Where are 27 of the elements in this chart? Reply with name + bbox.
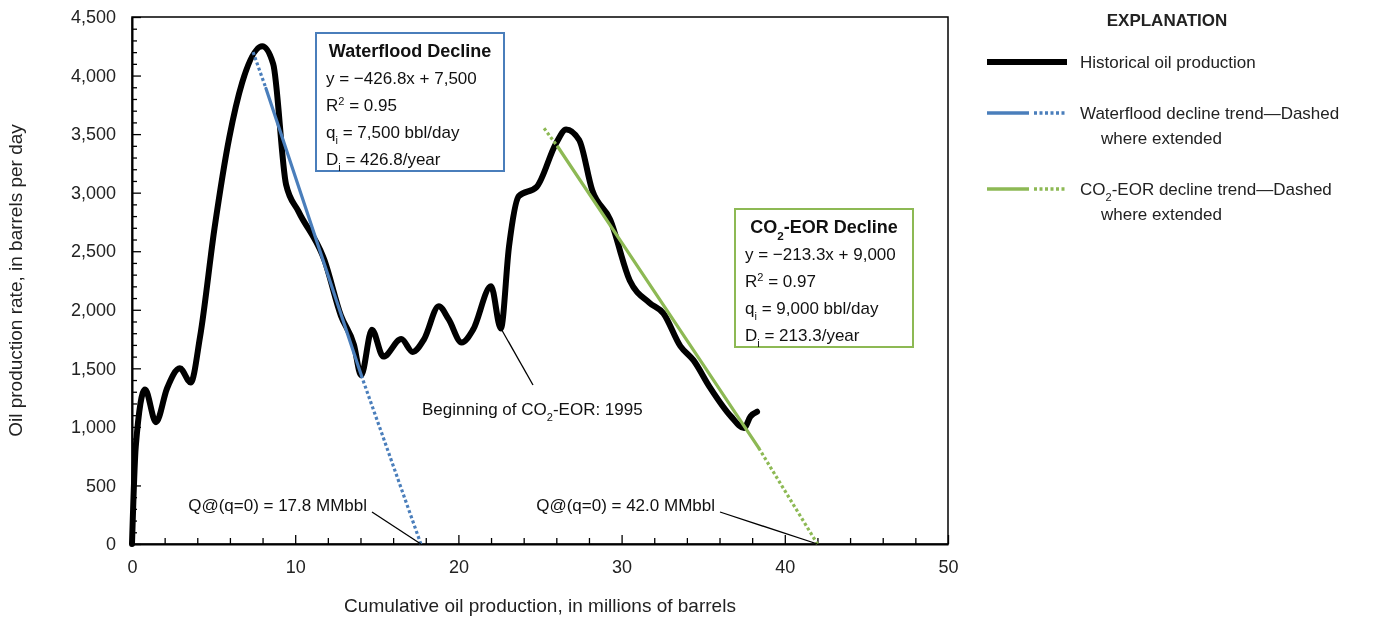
text: CO$_{2}$-EOR Decline y = −213.3x + 9,000 R$^{2}$ = 0.97 q$_{i}$ = 9,000 bbl/day D$_{i}$ = 213.3/year (745, 217, 898, 349)
y-tick-label: 500 (85, 475, 116, 496)
legend-label: Historical oil production (1080, 53, 1256, 72)
y-tick-label: 2,500 (70, 241, 116, 262)
x-tick-label: 20 (448, 556, 469, 577)
x-tick-label: 10 (285, 556, 306, 577)
x-tick-label: 40 (775, 556, 796, 577)
x-axis-title: Cumulative oil production, in millions of barrels (344, 595, 736, 616)
y-tick-label: 1,000 (70, 417, 116, 438)
text: Waterflood Decline y = −426.8x + 7,500 R$^{2}$ = 0.95 q$_{i}$ = 7,500 bbl/day D$_{i}$ = 426.8/year (326, 41, 492, 173)
x-tick-label: 0 (127, 556, 138, 577)
y-tick-label: 1,500 (70, 358, 116, 379)
legend-title: EXPLANATION (1106, 11, 1228, 30)
annotation: Q@(q=0) = 42.0 MMbbl (536, 496, 715, 515)
y-tick-label: 3,500 (70, 124, 116, 145)
legend-label: CO$_{2}$-EOR decline trend—Dashed where extended (1080, 180, 1332, 224)
annotation: Q@(q=0) = 17.8 MMbbl (188, 496, 367, 515)
annotation: Beginning of CO$_{2}$-EOR: 1995 (422, 400, 643, 423)
legend-label: Waterflood decline trend—Dashed where extended (1080, 104, 1340, 148)
y-tick-label: 4,000 (70, 65, 116, 86)
x-tick-label: 50 (938, 556, 959, 577)
y-tick-label: 3,000 (70, 182, 116, 203)
y-tick-label: 4,500 (70, 7, 116, 28)
y-tick-label: 2,000 (70, 300, 116, 321)
x-tick-label: 30 (612, 556, 633, 577)
y-axis-title: Oil production rate, in barrels per day (5, 123, 26, 437)
y-tick-label: 0 (105, 534, 116, 555)
